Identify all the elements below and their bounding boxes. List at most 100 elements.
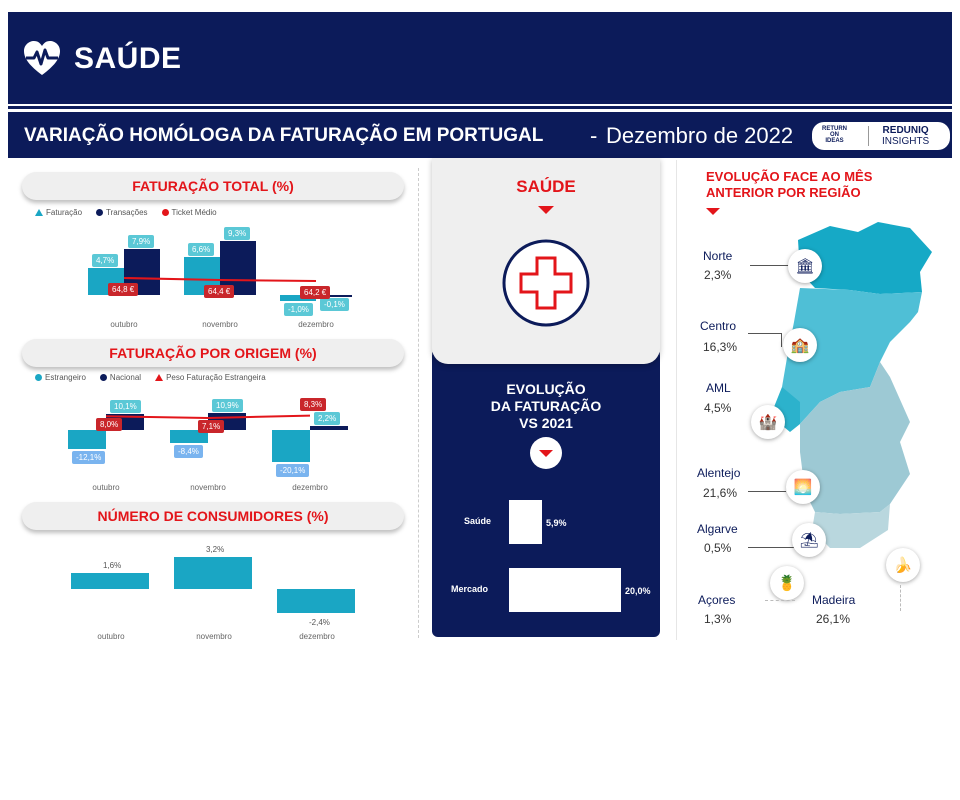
ticket-medio-line (123, 277, 317, 282)
regions-title: EVOLUÇÃO FACE AO MÊS ANTERIOR POR REGIÃO (706, 169, 873, 200)
peso-estrangeira-line (105, 414, 311, 420)
faturacao-origem-chart: -12,1% 10,1% outubro -8,4% 10,9% novembro -20,… (22, 390, 404, 498)
faturacao-origem-title: FATURAÇÃO POR ORIGEM (%) (22, 339, 404, 367)
bar-faturação-dezembro (280, 295, 316, 301)
faturacao-total-legend: Faturação Transações Ticket Médio (35, 208, 217, 217)
value-evolucao-mercado: 20,0% (625, 586, 651, 596)
legend-marker-peso (155, 374, 164, 381)
pineapple-icon: 🍍 (770, 566, 804, 600)
region-algarve-value: 0,5% (704, 541, 732, 555)
label-peso-dezembro: 8,3% (300, 397, 327, 411)
section-divider (418, 168, 419, 638)
tower-icon: 🏰 (751, 405, 785, 439)
landscape-icon: 🌅 (786, 470, 820, 504)
beach-chair-icon: ⛱ (792, 523, 826, 557)
portugal-map (774, 222, 932, 548)
label-estrangeiro-dezembro: -20,1% (276, 464, 310, 478)
label-ticket-medio-dezembro: 64,2 € (300, 286, 331, 299)
legend-marker-ticket (161, 209, 169, 216)
region-centro-value: 16,3% (703, 340, 738, 354)
region-aml-name: AML (706, 381, 731, 395)
region-centro-name: Centro (700, 319, 737, 333)
university-icon: 🏫 (783, 328, 817, 362)
legend-peso-estrangeira: Peso Faturação Estrangeira (166, 373, 266, 382)
sector-panel: SAÚDE (432, 158, 660, 364)
legend-marker-estrangeiro (35, 374, 42, 381)
region-norte-name: Norte (703, 249, 733, 263)
reduniq-logo: REDUNIQ INSIGHTS (882, 125, 930, 147)
legend-marker-transacoes (96, 209, 104, 216)
category-label-consumidores-dezembro: dezembro (299, 632, 335, 641)
sector-title: SAÚDE (516, 177, 576, 196)
legend-ticket-medio: Ticket Médio (171, 208, 217, 217)
category-label-origem-outubro: outubro (92, 483, 120, 492)
region-alentejo-value: 21,6% (703, 486, 738, 500)
region-norte-value: 2,3% (704, 268, 732, 282)
evolucao-chart: Saúde 5,9% Mercado 20,0% (432, 490, 660, 620)
category-label-consumidores-outubro: outubro (97, 632, 125, 641)
region-alentejo-leader (748, 491, 786, 492)
partner-logos: RETURN ON IDEAS REDUNIQ INSIGHTS (812, 122, 950, 150)
label-nacional-outubro: 10,1% (110, 399, 141, 413)
label-consumidores-novembro: 3,2% (206, 545, 225, 554)
medical-cross-icon (502, 239, 590, 327)
label-consumidores-outubro: 1,6% (103, 561, 122, 570)
regions-arrow-icon (706, 208, 720, 215)
faturacao-total-title: FATURAÇÃO TOTAL (%) (22, 172, 404, 200)
label-transações-novembro: 9,3% (224, 227, 251, 241)
label-nacional-novembro: 10,9% (212, 398, 243, 412)
evolucao-title: EVOLUÇÃO DA FATURAÇÃO VS 2021 (490, 381, 602, 431)
bar-evolucao-mercado (509, 568, 621, 612)
right-divider (676, 160, 677, 640)
bar-consumidores-novembro (174, 557, 252, 589)
bar-estrangeiro-outubro (68, 430, 106, 450)
header-banner: SAÚDE (8, 12, 952, 104)
region-acores-value: 1,3% (704, 612, 732, 626)
category-label-dezembro: dezembro (298, 320, 334, 329)
logo-divider (868, 126, 869, 146)
consumidores-title: NÚMERO DE CONSUMIDORES (%) (22, 502, 404, 530)
map-alentejo (800, 362, 910, 514)
region-acores-name: Açores (698, 593, 736, 607)
bar-transações-dezembro (316, 295, 352, 297)
page-title: SAÚDE (74, 42, 182, 75)
region-madeira-value: 26,1% (816, 612, 851, 626)
label-peso-outubro: 8,0% (96, 418, 123, 432)
legend-marker-faturacao (35, 209, 43, 216)
region-alentejo-name: Alentejo (697, 466, 741, 480)
header-divider (8, 106, 952, 109)
banana-icon: 🍌 (886, 548, 920, 582)
heart-pulse-icon (24, 41, 60, 75)
value-evolucao-saúde: 5,9% (546, 518, 567, 528)
azores-outline (765, 600, 795, 601)
faturacao-origem-legend: Estrangeiro Nacional Peso Faturação Estr… (35, 373, 266, 382)
consumidores-chart: 1,6% outubro 3,2% novembro -2,4% dezembro (22, 535, 404, 645)
label-ticket-medio-novembro: 64,4 € (204, 285, 235, 298)
subtitle: VARIAÇÃO HOMÓLOGA DA FATURAÇÃO EM PORTUG… (24, 125, 544, 146)
subtitle-banner: VARIAÇÃO HOMÓLOGA DA FATURAÇÃO EM PORTUG… (8, 112, 952, 158)
bar-consumidores-outubro (71, 573, 149, 589)
region-algarve-name: Algarve (697, 522, 738, 536)
return-on-ideas-logo: RETURN ON IDEAS (822, 126, 847, 144)
madeira-outline (900, 585, 901, 611)
bar-evolucao-saúde (509, 500, 543, 544)
label-estrangeiro-outubro: -12,1% (72, 451, 106, 465)
label-faturação-novembro: 6,6% (188, 242, 215, 256)
region-centro-leader (748, 333, 782, 347)
category-label-consumidores-novembro: novembro (196, 632, 232, 641)
report-date: Dezembro de 2022 (606, 123, 794, 148)
label-nacional-dezembro: 2,2% (314, 412, 341, 426)
label-estrangeiro-novembro: -8,4% (174, 445, 203, 459)
label-row-mercado: Mercado (451, 584, 489, 594)
date-separator: - (590, 123, 598, 148)
label-transações-dezembro: -0,1% (320, 297, 349, 311)
label-ticket-medio-outubro: 64,8 € (108, 283, 139, 296)
region-aml-value: 4,5% (704, 401, 732, 415)
category-label-origem-dezembro: dezembro (292, 483, 328, 492)
region-algarve-leader (748, 547, 794, 548)
region-madeira-name: Madeira (812, 593, 856, 607)
label-faturação-dezembro: -1,0% (284, 302, 313, 316)
sector-arrow-icon (538, 206, 554, 214)
region-norte-leader (750, 265, 790, 266)
bar-estrangeiro-novembro (170, 430, 208, 444)
